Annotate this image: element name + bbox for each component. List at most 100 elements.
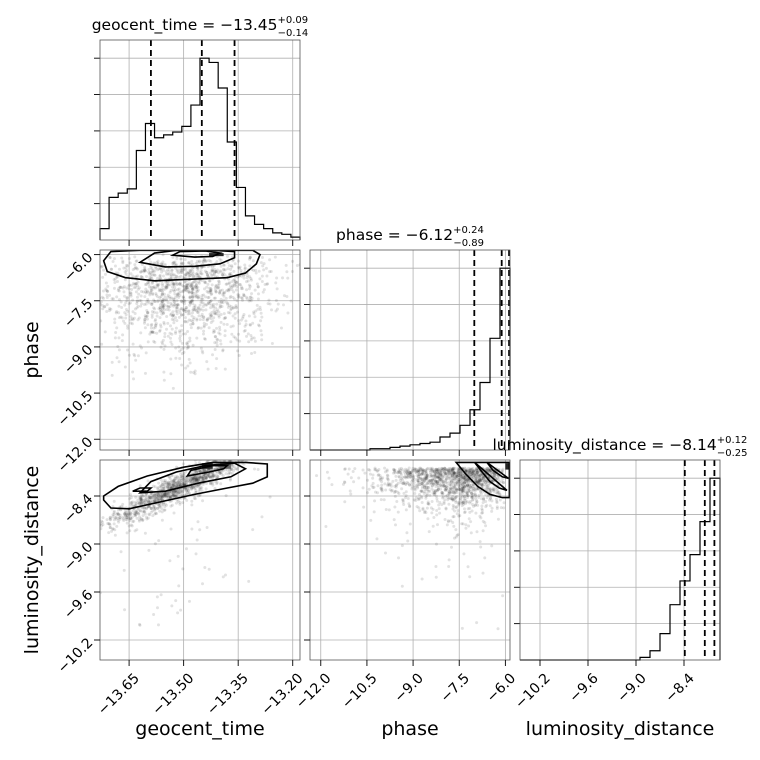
sample-point xyxy=(134,358,138,362)
sample-point xyxy=(134,503,138,507)
sample-point xyxy=(179,306,183,310)
sample-point xyxy=(196,479,200,483)
sample-point xyxy=(392,518,396,522)
sample-point xyxy=(146,311,150,315)
sample-point xyxy=(123,514,127,518)
sample-point xyxy=(174,489,178,493)
sample-point xyxy=(473,472,477,476)
sample-point xyxy=(263,283,267,287)
sample-point xyxy=(210,292,214,296)
sample-point xyxy=(88,318,91,321)
sample-point xyxy=(424,478,428,482)
sample-point xyxy=(457,471,461,475)
sample-point xyxy=(448,486,452,490)
sample-point xyxy=(437,503,441,507)
sample-point xyxy=(430,511,434,515)
sample-point xyxy=(424,470,428,474)
sample-point xyxy=(410,485,414,489)
sample-point xyxy=(137,511,141,515)
sample-point xyxy=(141,494,145,498)
sample-point xyxy=(162,494,166,498)
sample-point xyxy=(247,283,251,287)
sample-point xyxy=(249,276,253,280)
sample-point xyxy=(477,480,481,484)
sample-point xyxy=(408,505,412,509)
sample-point xyxy=(155,492,159,496)
sample-point xyxy=(440,473,444,477)
sample-point xyxy=(161,338,165,342)
sample-point xyxy=(410,480,414,484)
sample-point xyxy=(256,468,260,472)
sample-point xyxy=(235,467,239,471)
sample-point xyxy=(125,324,129,328)
sample-point xyxy=(181,332,185,336)
sample-point xyxy=(230,280,234,284)
sample-point xyxy=(219,470,223,474)
sample-point xyxy=(177,295,181,299)
sample-point xyxy=(460,473,464,477)
sample-point xyxy=(115,326,119,330)
panel-frame xyxy=(519,459,721,661)
sample-point xyxy=(410,468,414,472)
sample-point xyxy=(424,485,428,489)
sample-point xyxy=(457,501,461,505)
sample-point xyxy=(170,268,174,272)
sample-point xyxy=(138,509,142,513)
sample-point xyxy=(474,498,478,502)
sample-point xyxy=(211,481,215,485)
sample-point xyxy=(444,488,448,492)
sample-point xyxy=(443,472,447,476)
sample-point xyxy=(184,476,188,480)
sample-point xyxy=(163,332,167,336)
sample-point xyxy=(487,468,491,472)
sample-point xyxy=(158,296,162,300)
sample-point xyxy=(460,491,464,495)
sample-point xyxy=(484,492,488,496)
sample-point xyxy=(483,556,487,560)
sample-point xyxy=(233,278,237,282)
sample-point xyxy=(485,479,489,483)
sample-point xyxy=(193,478,197,482)
sample-point xyxy=(424,496,428,500)
sample-point xyxy=(231,324,235,328)
sample-point xyxy=(391,471,395,475)
sample-point xyxy=(450,469,454,473)
sample-point xyxy=(224,573,228,577)
sample-point xyxy=(395,483,399,487)
sample-point xyxy=(447,490,451,494)
sample-point xyxy=(182,313,186,317)
sample-point xyxy=(446,468,450,472)
sample-point xyxy=(134,282,138,286)
sample-point xyxy=(169,495,173,499)
sample-point xyxy=(202,257,206,261)
sample-point xyxy=(157,481,161,485)
sample-point xyxy=(289,299,293,303)
sample-point xyxy=(113,336,117,340)
sample-point xyxy=(416,479,420,483)
sample-point xyxy=(174,481,178,485)
sample-point xyxy=(203,565,207,569)
sample-point xyxy=(96,519,99,522)
sample-point xyxy=(152,286,156,290)
sample-point xyxy=(145,315,149,319)
sample-point xyxy=(470,471,474,475)
gridlines xyxy=(100,250,300,450)
sample-point xyxy=(469,468,473,472)
sample-point xyxy=(469,473,473,477)
sample-point xyxy=(109,267,113,271)
sample-point xyxy=(130,287,134,291)
sample-point xyxy=(401,468,405,472)
sample-point xyxy=(215,466,219,470)
sample-point xyxy=(231,464,235,468)
sample-point xyxy=(465,496,469,500)
sample-point xyxy=(115,295,119,299)
sample-point xyxy=(214,290,218,294)
sample-point xyxy=(132,282,136,286)
sample-point xyxy=(253,339,257,343)
sample-point xyxy=(188,478,192,482)
sample-point xyxy=(474,487,478,491)
sample-point xyxy=(466,494,470,498)
x-tick-label-geocent_time: −13.35 xyxy=(204,670,252,718)
sample-point xyxy=(444,485,448,489)
sample-point xyxy=(222,291,226,295)
